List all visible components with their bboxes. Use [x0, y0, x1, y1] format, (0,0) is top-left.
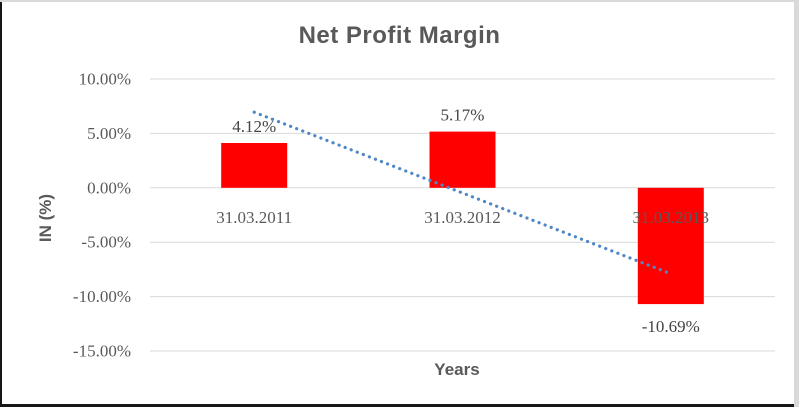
- chart-title: Net Profit Margin: [298, 22, 501, 49]
- y-tick-label: -5.00%: [81, 233, 131, 252]
- y-tick-label: 10.00%: [79, 70, 131, 89]
- y-tick-label: 5.00%: [87, 124, 131, 143]
- category-label: 31.03.2011: [216, 208, 292, 227]
- bar: [429, 131, 496, 188]
- y-tick-label: -10.00%: [73, 287, 131, 306]
- category-label: 31.03.2013: [633, 208, 710, 227]
- value-label: 5.17%: [441, 106, 485, 125]
- y-tick-label: 0.00%: [87, 178, 131, 197]
- bar: [637, 187, 704, 305]
- x-axis-title: Years: [434, 360, 480, 379]
- bar: [221, 143, 288, 188]
- value-label: 4.12%: [232, 117, 276, 136]
- value-label: -10.69%: [642, 317, 700, 336]
- y-tick-label: -15.00%: [73, 342, 131, 361]
- category-label: 31.03.2012: [424, 208, 501, 227]
